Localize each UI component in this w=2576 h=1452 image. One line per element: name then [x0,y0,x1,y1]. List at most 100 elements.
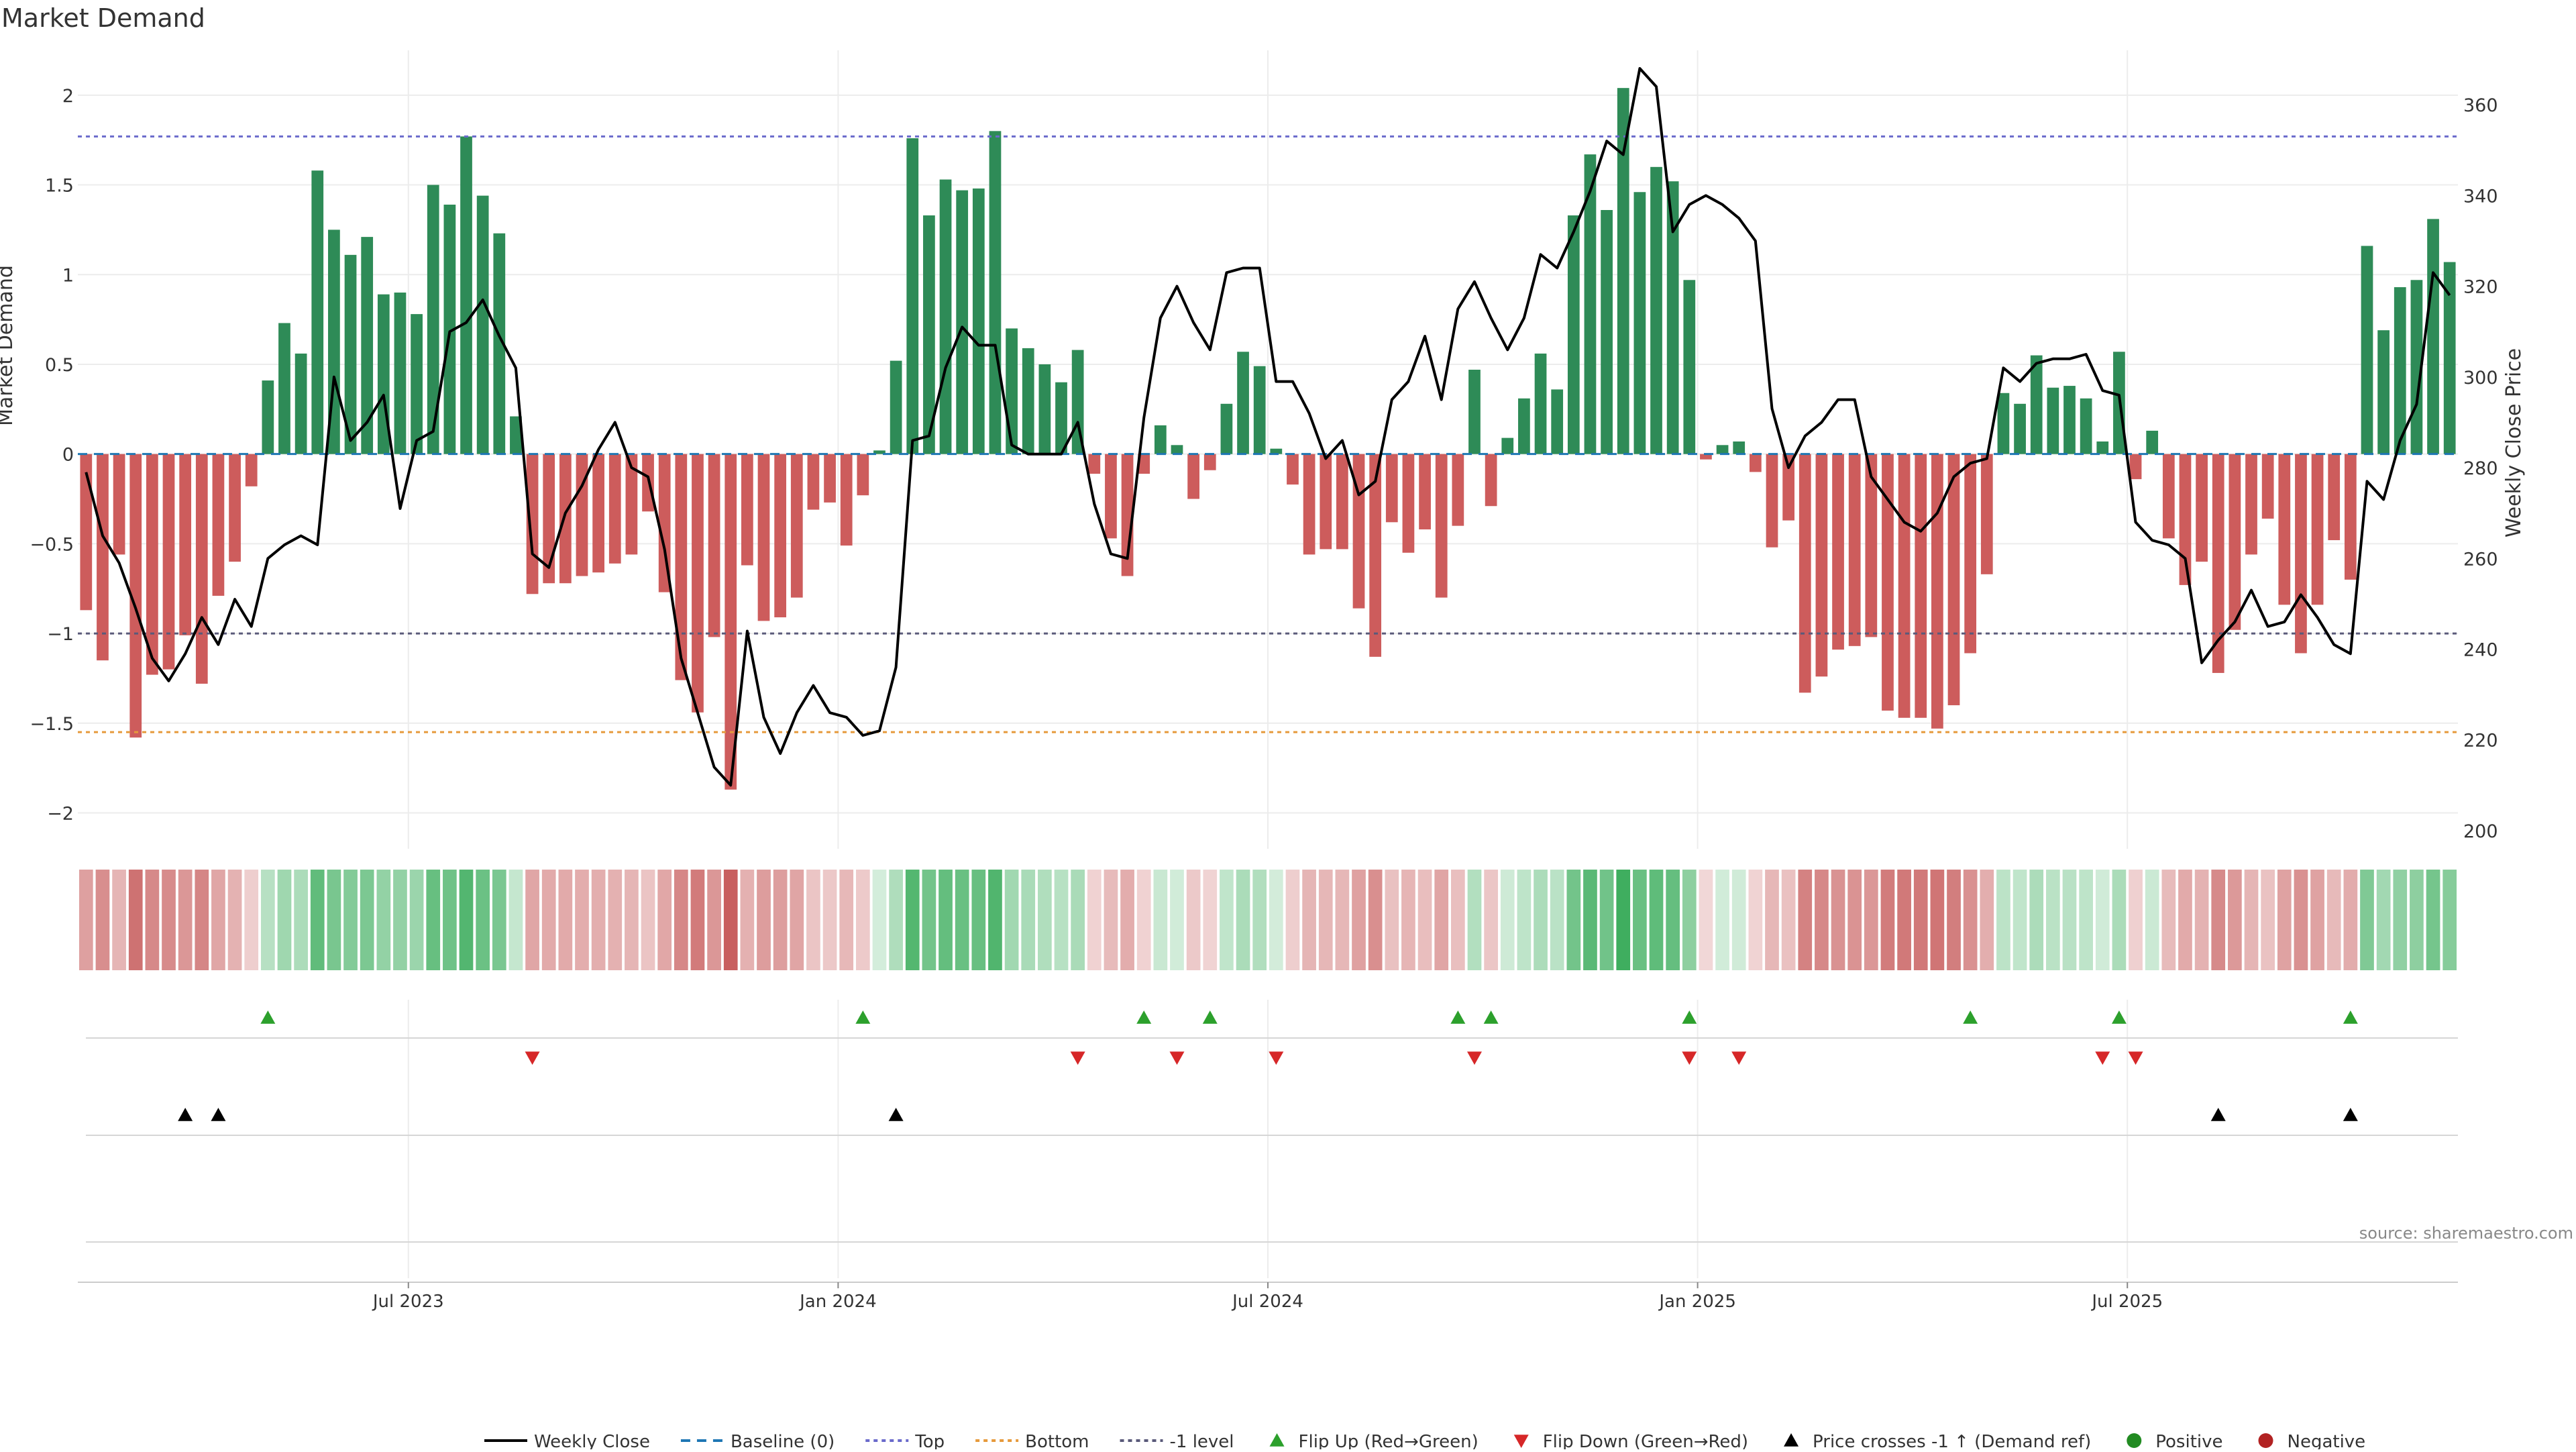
demand-bar [1633,192,1646,454]
demand-bar [2047,387,2059,454]
demand-bar [1749,454,1762,472]
flip-up-marker [1450,1010,1466,1024]
heat-cell [839,870,854,970]
legend-swatch [1269,1433,1285,1447]
demand-bar [559,454,572,584]
heat-cell [889,870,903,970]
demand-bar [658,454,671,592]
heat-cell [1980,870,1994,970]
left-tick-label: 0.5 [45,355,74,376]
demand-bar [1865,454,1878,637]
demand-bar [1898,454,1911,718]
legend-label: Weekly Close [534,1432,650,1449]
demand-bar [146,454,158,675]
flip-down-marker [2128,1051,2143,1065]
demand-bar [80,454,93,611]
demand-bar [411,314,423,454]
demand-bar [543,454,555,584]
demand-bar [2030,355,2043,454]
flip-up-marker [855,1010,871,1024]
heat-cell [1731,870,1746,970]
demand-bar [2146,430,2159,454]
demand-bar [1964,454,1977,654]
demand-bar [1303,454,1316,555]
legend-label: Flip Up (Red→Green) [1299,1432,1479,1449]
heat-cell [1847,870,1862,970]
heat-cell [641,870,655,970]
left-tick-label: 2 [62,86,74,107]
heat-cell [2443,870,2457,970]
demand-bar [493,233,506,454]
heat-cell [1368,870,1383,970]
heat-cell [2012,870,2027,970]
demand-bar [1518,398,1530,454]
heat-cell [2161,870,2176,970]
heat-cell [1864,870,1878,970]
heat-cell [492,870,506,970]
demand-bar [2278,454,2291,605]
demand-bar [394,293,407,454]
heat-cell [1517,870,1532,970]
demand-bar [824,454,836,503]
heat-cell [2145,870,2159,970]
heat-cell [1781,870,1796,970]
heat-cell [872,870,887,970]
legend-item-baseline: Baseline (0) [680,1432,835,1452]
heat-cell [2062,870,2077,970]
demand-bar [1882,454,1894,711]
heat-cell [707,870,721,970]
demand-bar [1088,454,1101,474]
demand-bar [476,195,489,454]
demand-bar [807,454,820,510]
heat-cell [2426,870,2440,970]
legend-item-bottom: Bottom [975,1432,1089,1452]
heat-cell [1815,870,1829,970]
demand-bar [1270,448,1283,454]
legend-item-positive: Positive [2127,1432,2223,1452]
heat-cell [162,870,176,970]
weekly-close-series [85,67,2451,787]
legend-item-negative: Negative [2258,1432,2365,1452]
left-tick-label: 1.5 [45,176,74,197]
heat-cell [806,870,820,970]
heat-cell [2360,870,2374,970]
heat-cell [145,870,160,970]
demand-bar [1501,437,1514,454]
heat-cell [855,870,870,970]
heat-cell [1996,870,2010,970]
legend-label: Positive [2155,1432,2222,1449]
heat-cell [1880,870,1895,970]
demand-bar [1666,181,1679,454]
heat-cell [1136,870,1151,970]
heat-cell [1484,870,1498,970]
legend-item-flip-down: Flip Down (Green→Red) [1513,1432,1748,1452]
flip-down-marker [2095,1051,2110,1065]
heat-cell [575,870,589,970]
heat-cell [938,870,953,970]
demand-bar [939,179,952,454]
heat-cell [2029,870,2044,970]
heat-cell [2112,870,2127,970]
right-tick-label: 200 [2463,821,2498,842]
demand-bar [2080,398,2092,454]
heat-cell [310,870,325,970]
demand-bar [1452,454,1464,526]
demand-bar [741,454,753,566]
heat-cell [657,870,672,970]
x-tick-label: Jan 2024 [798,1292,877,1312]
heat-cell [393,870,407,970]
demand-bar [1253,366,1266,454]
demand-bar [1006,328,1018,454]
heat-cell [1285,870,1300,970]
demand-bar [1947,454,1960,706]
demand-bar [675,454,688,680]
legend-item-flip-up: Flip Up (Red→Green) [1269,1432,1479,1452]
price-cross-marker [178,1108,193,1121]
heat-cell [2343,870,2358,970]
right-tick-label: 240 [2463,640,2498,661]
heat-cell [2194,870,2209,970]
heat-cell [78,870,93,970]
heat-cell [1699,870,1713,970]
demand-bar [840,454,853,546]
legend-swatch [2127,1433,2142,1448]
